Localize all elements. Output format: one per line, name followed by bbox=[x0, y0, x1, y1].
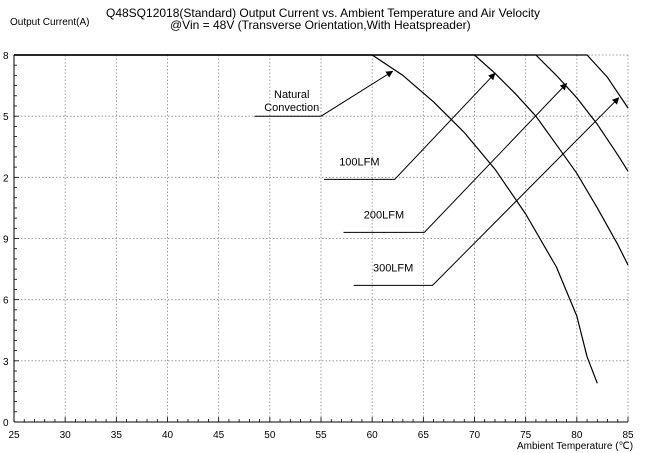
series-line bbox=[14, 54, 629, 266]
x-axis-label: Ambient Temperature (℃) bbox=[517, 441, 634, 452]
x-tick-label: 60 bbox=[367, 430, 379, 441]
y-tick-label: 6 bbox=[3, 296, 9, 307]
annotation-label: 100LFM bbox=[339, 156, 379, 168]
annotation-leader bbox=[254, 70, 394, 117]
annotation-label: Convection bbox=[264, 102, 319, 114]
y-tick-label: 9 bbox=[3, 235, 9, 246]
x-tick-label: 75 bbox=[520, 430, 532, 441]
x-tick-label: 70 bbox=[469, 430, 481, 441]
y-tick-label: 5 bbox=[3, 112, 9, 123]
annotation-label: 200LFM bbox=[364, 209, 404, 221]
x-tick-label: 55 bbox=[315, 430, 327, 441]
x-tick-label: 80 bbox=[571, 430, 583, 441]
y-tick-label: 8 bbox=[3, 51, 9, 62]
y-tick-label: 3 bbox=[3, 357, 9, 368]
chart-title-line2: @Vin = 48V (Transverse Orientation,With … bbox=[170, 18, 471, 32]
series-line bbox=[14, 54, 598, 384]
x-tick-label: 45 bbox=[213, 430, 225, 441]
x-tick-label: 85 bbox=[622, 430, 634, 441]
chart-title-line1: Q48SQ12018(Standard) Output Current vs. … bbox=[106, 6, 541, 20]
series-line bbox=[14, 54, 629, 109]
x-tick-label: 25 bbox=[8, 430, 20, 441]
x-tick-label: 40 bbox=[162, 430, 174, 441]
x-tick-label: 50 bbox=[264, 430, 276, 441]
x-tick-label: 30 bbox=[60, 430, 72, 441]
annotation-label: 300LFM bbox=[373, 262, 413, 274]
x-tick-label: 65 bbox=[418, 430, 430, 441]
annotation-leader bbox=[343, 82, 568, 233]
y-tick-label: 0 bbox=[3, 418, 9, 429]
annotation-leader bbox=[324, 72, 496, 180]
annotation-label: Natural bbox=[274, 89, 309, 101]
x-tick-label: 35 bbox=[111, 430, 123, 441]
annotation-leader bbox=[353, 97, 620, 286]
y-axis-label: Output Current(A) bbox=[10, 17, 90, 28]
y-tick-label: 2 bbox=[3, 173, 9, 184]
